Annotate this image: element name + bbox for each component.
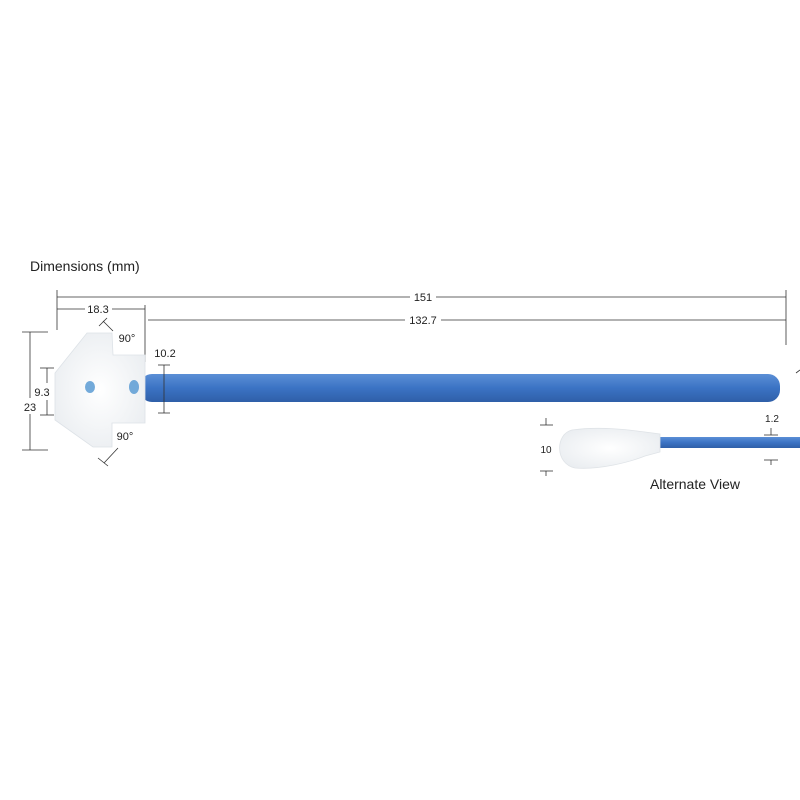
label-head-length: 18.3 [87,304,108,316]
label-angle-bottom: 90° [117,431,134,443]
label-handle-length: 132.7 [409,315,437,327]
angle-top: 90° [98,317,136,345]
dimension-neck-width: 9.3 [34,367,54,416]
swab-handle [140,374,780,402]
label-tip-height: 10 [540,445,552,456]
dimension-handle-width: 10.2 [154,348,176,414]
alternate-foam-tip [559,427,661,469]
label-thickness: 1.2 [765,414,779,425]
label-angle-top: 90° [119,333,136,345]
alternate-handle [650,437,800,448]
dimension-head-width: 23 [22,331,48,451]
foam-head [54,332,146,448]
foam-dot-right [129,380,139,394]
foam-dot-left [85,381,95,393]
alternate-view-label: Alternate View [650,476,741,492]
angle-bottom: 90° [97,431,134,467]
alternate-view: 10 1.2 Alternate View [540,414,800,492]
label-handle-width: 10.2 [154,348,175,360]
dimension-overall-length: 151 [56,290,787,345]
diagram-title: Dimensions (mm) [30,258,140,274]
dimension-handle-length: 132.7 [148,315,786,327]
label-overall-length: 151 [414,292,432,304]
label-neck-width: 9.3 [34,387,49,399]
label-head-width: 23 [24,402,36,414]
dimension-head-length: 18.3 [57,304,146,362]
